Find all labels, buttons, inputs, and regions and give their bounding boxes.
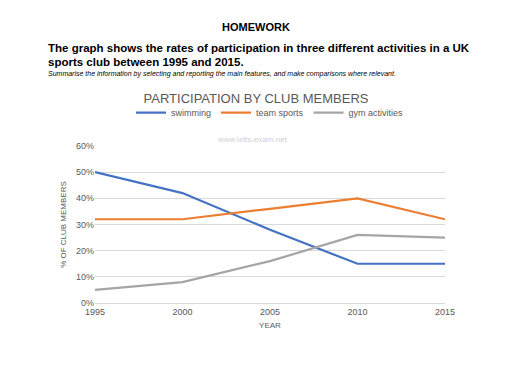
svg-text:2005: 2005: [260, 307, 280, 317]
svg-text:% OF CLUB MEMBERS: % OF CLUB MEMBERS: [59, 181, 68, 268]
svg-text:2015: 2015: [435, 307, 455, 317]
svg-text:0%: 0%: [81, 298, 94, 308]
svg-text:YEAR: YEAR: [259, 321, 281, 330]
svg-text:1995: 1995: [85, 307, 105, 317]
svg-text:swimming: swimming: [171, 108, 211, 118]
svg-text:50%: 50%: [76, 167, 94, 177]
html-text:Summarise the information by s: Summarise the information by selecting a…: [48, 70, 396, 77]
svg-text:30%: 30%: [76, 220, 94, 230]
html-text:HOMEWORK: HOMEWORK: [222, 21, 290, 33]
svg-text:team sports: team sports: [256, 108, 304, 118]
svg-text:40%: 40%: [76, 193, 94, 203]
svg-text:20%: 20%: [76, 246, 94, 256]
svg-text:60%: 60%: [76, 141, 94, 151]
html-text:The graph shows the rates of p: The graph shows the rates of participati…: [48, 42, 470, 68]
svg-text:2010: 2010: [347, 307, 367, 317]
svg-text:2000: 2000: [172, 307, 192, 317]
svg-text:10%: 10%: [76, 272, 94, 282]
svg-text:gym activities: gym activities: [349, 108, 404, 118]
svg-text:www.ielts-exam.net: www.ielts-exam.net: [217, 135, 288, 144]
svg-text:PARTICIPATION BY CLUB MEMBERS: PARTICIPATION BY CLUB MEMBERS: [144, 91, 369, 106]
